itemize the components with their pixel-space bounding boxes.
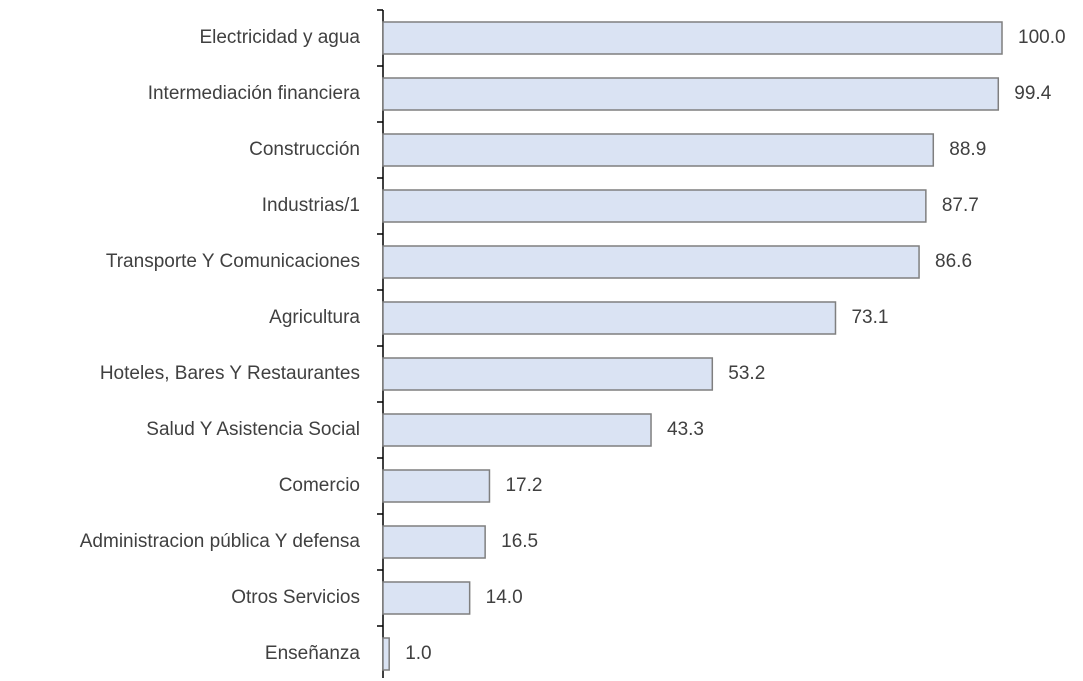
bar xyxy=(382,413,652,447)
bar xyxy=(382,469,491,503)
category-label: Comercio xyxy=(279,475,360,496)
value-label: 16.5 xyxy=(501,531,538,552)
category-label: Hoteles, Bares Y Restaurantes xyxy=(100,363,360,384)
bar xyxy=(382,21,1003,55)
category-label: Enseñanza xyxy=(265,643,361,664)
value-label: 99.4 xyxy=(1014,83,1051,104)
category-label: Intermediación financiera xyxy=(148,83,361,104)
category-label: Transporte Y Comunicaciones xyxy=(106,251,360,272)
bar xyxy=(382,637,390,671)
value-label: 17.2 xyxy=(505,475,542,496)
value-label: 14.0 xyxy=(486,587,523,608)
category-label: Construcción xyxy=(249,139,360,160)
category-label: Agricultura xyxy=(269,307,360,328)
value-label: 88.9 xyxy=(949,139,986,160)
category-label: Administracion pública Y defensa xyxy=(80,531,361,552)
bar xyxy=(382,133,935,167)
bar xyxy=(382,525,486,559)
bar xyxy=(382,189,927,223)
category-label: Industrias/1 xyxy=(262,195,360,216)
bar xyxy=(382,245,920,279)
bar xyxy=(382,301,837,335)
category-label: Salud Y Asistencia Social xyxy=(146,419,360,440)
value-label: 87.7 xyxy=(942,195,979,216)
bar xyxy=(382,357,714,391)
value-label: 73.1 xyxy=(851,307,888,328)
category-label: Otros Servicios xyxy=(231,587,360,608)
value-label: 100.0 xyxy=(1018,27,1066,48)
value-label: 1.0 xyxy=(405,643,431,664)
value-label: 53.2 xyxy=(728,363,765,384)
value-label: 86.6 xyxy=(935,251,972,272)
category-label: Electricidad y agua xyxy=(199,27,360,48)
value-label: 43.3 xyxy=(667,419,704,440)
bar xyxy=(382,77,1000,111)
bar xyxy=(382,581,471,615)
